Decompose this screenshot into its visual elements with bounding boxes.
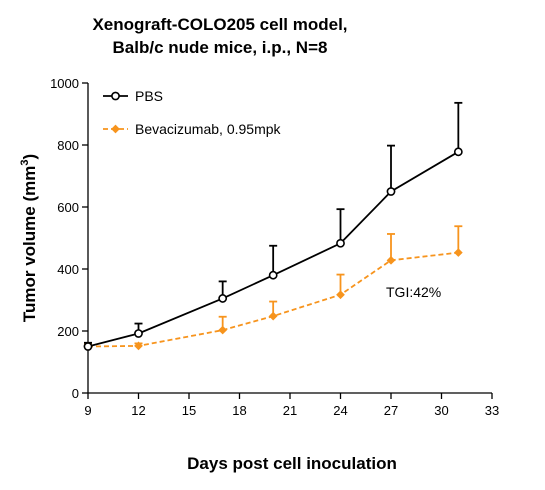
data-point bbox=[83, 342, 93, 351]
y-axis-title-superscript: 3 bbox=[19, 160, 31, 166]
legend-item-pbs: PBS bbox=[103, 88, 163, 104]
y-axis-title-main: Tumor volume (mm bbox=[20, 166, 39, 322]
data-point bbox=[218, 294, 228, 303]
x-tick-label: 12 bbox=[131, 403, 145, 418]
x-tick-label: 9 bbox=[84, 403, 91, 418]
x-tick-label: 30 bbox=[434, 403, 448, 418]
y-tick-label: 600 bbox=[57, 200, 79, 215]
tgi-annotation: TGI:42% bbox=[386, 284, 441, 300]
chart-title-line-1: Xenograft-COLO205 cell model, bbox=[92, 15, 347, 34]
data-point bbox=[386, 255, 396, 265]
legend-label: Bevacizumab, 0.95mpk bbox=[135, 121, 282, 137]
data-point bbox=[453, 248, 463, 257]
y-tick-label: 800 bbox=[57, 138, 79, 153]
x-tick-label: 21 bbox=[283, 403, 297, 418]
legend: PBS Bevacizumab, 0.95mpk bbox=[103, 88, 282, 137]
x-axis-title: Days post cell inoculation bbox=[187, 454, 397, 473]
y-tick-label: 200 bbox=[57, 324, 79, 339]
series-pbs bbox=[83, 101, 463, 351]
y-axis-title: Tumor volume (mm3) bbox=[19, 154, 39, 322]
x-tick-label: 18 bbox=[232, 403, 246, 418]
data-point bbox=[134, 329, 143, 338]
axes: 9 12 15 18 21 24 27 30 33 0 200 400 600 800 1000 bbox=[50, 76, 499, 418]
x-tick-label: 33 bbox=[485, 403, 499, 418]
x-tick-label: 24 bbox=[333, 403, 347, 418]
x-tick-label: 27 bbox=[384, 403, 398, 418]
x-tick-label: 15 bbox=[182, 403, 196, 418]
series-bevacizumab bbox=[83, 225, 463, 351]
data-point bbox=[336, 238, 345, 248]
legend-marker bbox=[111, 91, 120, 101]
data-point bbox=[134, 341, 143, 351]
y-axis-title-end: ) bbox=[20, 154, 39, 160]
chart-title: Xenograft-COLO205 cell model, Balb/c nud… bbox=[92, 15, 347, 57]
legend-item-bevacizumab: Bevacizumab, 0.95mpk bbox=[103, 121, 282, 137]
data-point bbox=[268, 311, 278, 321]
y-tick-label: 0 bbox=[72, 386, 79, 401]
y-tick-label: 400 bbox=[57, 262, 79, 277]
data-point bbox=[453, 147, 463, 157]
legend-marker bbox=[111, 124, 120, 134]
plot-area bbox=[83, 101, 463, 351]
legend-label: PBS bbox=[135, 88, 163, 104]
data-point bbox=[336, 290, 345, 300]
data-point bbox=[218, 325, 228, 335]
data-point bbox=[268, 270, 278, 280]
chart-title-line-2: Balb/c nude mice, i.p., N=8 bbox=[113, 38, 328, 57]
data-point bbox=[386, 187, 396, 196]
y-tick-label: 1000 bbox=[50, 76, 79, 91]
